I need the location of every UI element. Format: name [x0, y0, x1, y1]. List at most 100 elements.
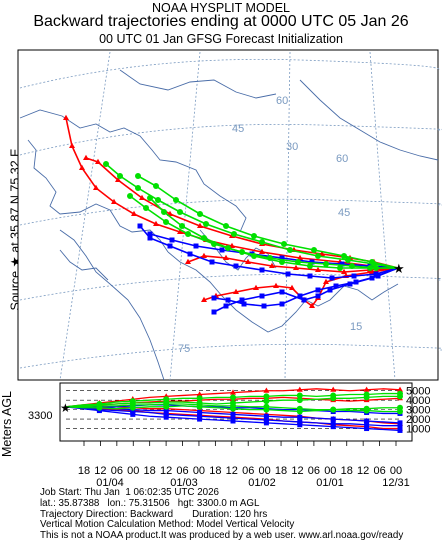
map-trajectory-point [185, 231, 191, 237]
time-hour-label: 00 [127, 465, 139, 477]
map-trajectory-point [163, 219, 169, 225]
footer-line3: Trajectory Direction: Backward Duration:… [40, 508, 268, 520]
height-trajectory-point [197, 416, 203, 422]
height-trajectory-point [197, 409, 203, 415]
map-trajectory-point [259, 239, 265, 245]
time-date-label: 01/04 [96, 477, 124, 489]
start-star-icon: ★ [60, 401, 71, 415]
map-trajectory-point [339, 261, 345, 267]
map-trajectory-point [307, 273, 313, 279]
map-trajectory-point [131, 210, 137, 216]
height-trajectory-point [263, 413, 269, 419]
map-trajectories: ★ [63, 114, 405, 315]
map-trajectory-point [63, 114, 69, 120]
time-hour-label: 18 [78, 465, 90, 477]
time-hour-label: 06 [373, 465, 385, 477]
height-trajectory-point [96, 402, 103, 409]
map-trajectory-point [289, 284, 295, 290]
map-trajectory-point [219, 247, 225, 253]
height-trajectory-point [297, 414, 303, 420]
height-trajectory-point [130, 411, 136, 417]
map-trajectory-point [341, 253, 347, 259]
map-trajectory-point [197, 222, 203, 228]
map-trajectory-point [341, 268, 347, 274]
grid-line-3 [19, 273, 442, 301]
grid-line-4 [19, 343, 442, 369]
height-tick-label: 1000 [406, 424, 430, 436]
map-trajectory-point [239, 297, 245, 303]
map-trajectory-point [115, 176, 121, 182]
map-trajectory-point [177, 228, 183, 234]
map-trajectory-point [375, 273, 381, 279]
map-trajectory-point [179, 223, 185, 229]
height-trajectory-point [263, 393, 270, 400]
grid-line-6 [169, 51, 201, 381]
map-trajectory-point [279, 255, 285, 261]
map-trajectory-point [135, 173, 141, 179]
map-trajectory-point [351, 273, 357, 279]
height-trajectory-point [230, 394, 236, 401]
height-trajectory-point [330, 421, 336, 427]
time-hour-label: 12 [94, 465, 106, 477]
time-hour-label: 06 [111, 465, 123, 477]
height-trajectory-point [397, 390, 403, 397]
map-trajectory-point [337, 265, 343, 271]
map-trajectory-point [117, 173, 123, 179]
map-trajectory-point [223, 223, 229, 229]
height-trajectory-point [230, 411, 236, 417]
map-trajectory-point [161, 209, 167, 215]
map-trajectory-point [323, 278, 329, 284]
map-trajectory-point [211, 295, 217, 301]
grid-line-1 [19, 123, 442, 156]
coastline-5 [299, 79, 439, 161]
grid-label: 15 [350, 321, 362, 333]
map-trajectory-point [259, 248, 265, 254]
map-trajectory-point [201, 296, 207, 302]
height-trajectory-point [397, 408, 403, 415]
height-trajectory-point [296, 397, 303, 404]
map-trajectory-point [345, 257, 351, 263]
map-trajectory-point [287, 247, 293, 253]
map-trajectory-point [315, 293, 321, 299]
map-trajectory-point [251, 253, 257, 259]
time-hour-label: 06 [242, 465, 254, 477]
grid-line-0 [19, 58, 440, 89]
time-axis: 18 12 06 00 18 12 06 00 18 12 06 00 18 12 06 00 18 12 06 00… [78, 441, 410, 489]
height-trajectory-point [230, 418, 236, 424]
height-trajectory-point [263, 387, 270, 393]
time-date-label: 12/31 [382, 477, 410, 489]
map-trajectory-point [281, 241, 287, 247]
map-trajectory-point [201, 252, 207, 258]
map-trajectory-point [315, 253, 321, 259]
time-hour-label: 06 [308, 465, 320, 477]
footer-line5: This is not a NOAA product.It was produc… [40, 530, 404, 542]
height-trajectory-point [297, 419, 303, 425]
map-trajectory-point [135, 185, 141, 191]
map-trajectory-point [323, 261, 329, 267]
time-hour-label: 00 [193, 465, 205, 477]
map-trajectory-point [297, 293, 303, 299]
map-trajectory-point [211, 309, 217, 315]
height-trajectory-point [263, 398, 270, 405]
time-hour-label: 12 [357, 465, 369, 477]
map-trajectory-point [185, 258, 191, 264]
grid-line-7 [284, 51, 291, 381]
height-trajectory-point [196, 391, 203, 397]
height-trajectory-point [363, 386, 370, 392]
subtitle: 00 UTC 01 Jan GFSG Forecast Initializati… [99, 32, 343, 46]
map-trajectory-point [95, 158, 101, 164]
map-trajectory-point [301, 297, 307, 303]
grid-line-8 [369, 51, 396, 381]
map-frame [17, 49, 439, 381]
height-trajectory-12 [66, 400, 403, 415]
time-hour-label: 00 [390, 465, 402, 477]
map-trajectory-2 [185, 252, 399, 274]
map-trajectory-point [233, 263, 239, 269]
height-trajectory-point [397, 420, 403, 426]
height-trajectory-point [330, 416, 336, 422]
height-trajectory-point [230, 402, 236, 409]
map-trajectory-point [83, 154, 89, 160]
height-trajectory-point [364, 418, 370, 424]
time-hour-label: 18 [144, 465, 156, 477]
footer: Job Start: Thu Jan 1 06:02:35 UTC 2026 l… [40, 487, 404, 542]
